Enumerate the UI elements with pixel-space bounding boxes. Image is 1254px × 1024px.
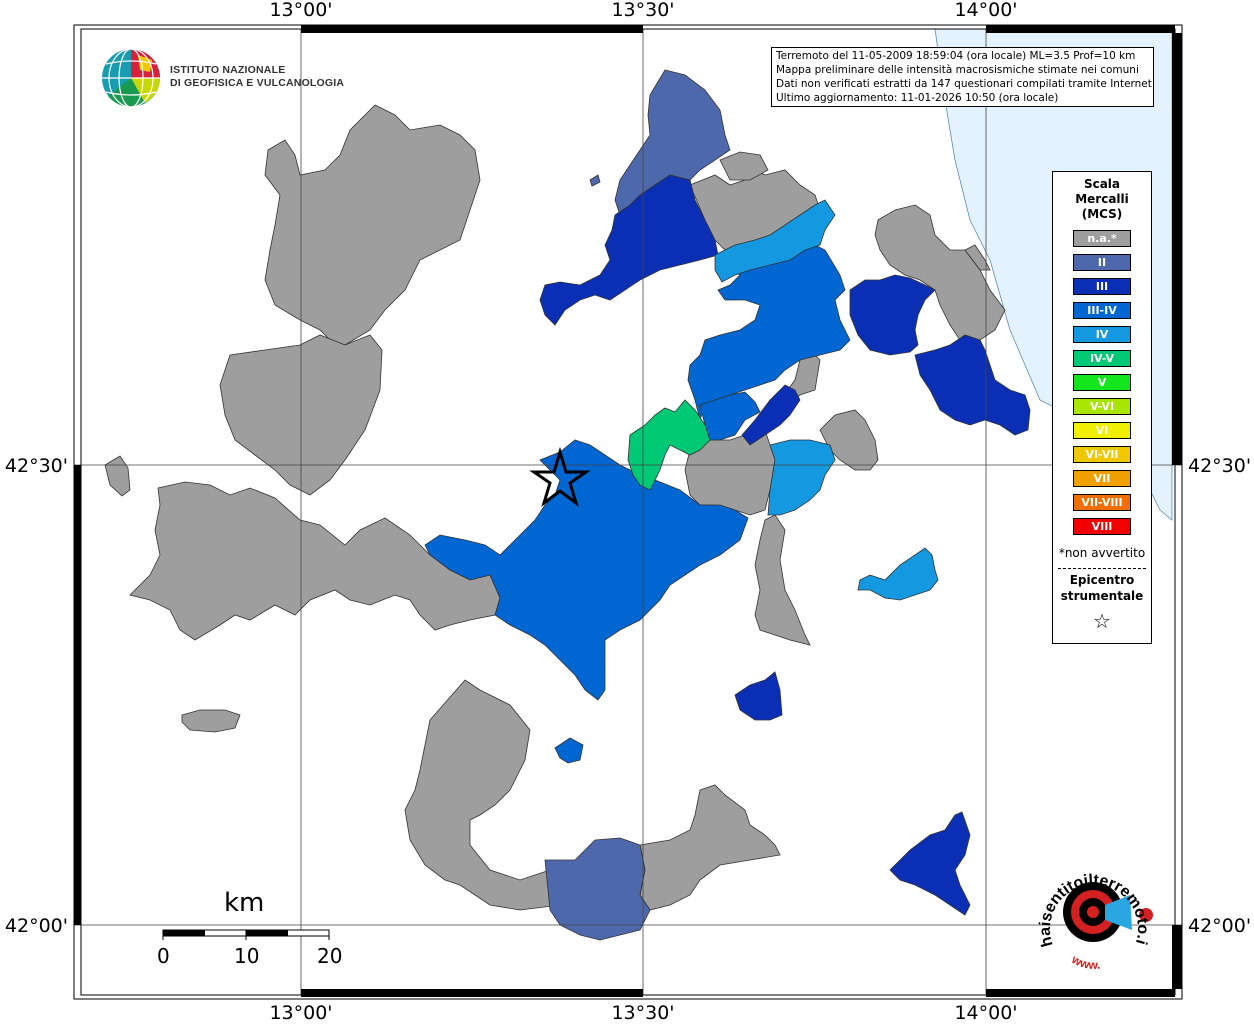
municipalities-III-IV [424,224,851,764]
legend-star-icon: ☆ [1093,609,1111,633]
legend-title-line1: Scala [1083,177,1121,191]
haisentito-prefix: www. [1069,952,1101,972]
lon-label-top-3: 14°00' [954,0,1017,21]
ingv-name: ISTITUTO NAZIONALE DI GEOFISICA E VULCAN… [170,64,344,90]
haisentito-target-icon [1063,882,1153,942]
lat-label-left-2: 42°00' [5,915,68,937]
legend-item: n.a.* [1073,230,1131,247]
epicenter-star-icon [529,446,591,507]
legend-title-line2: Mercalli [1075,192,1129,206]
svg-text:haisentitoilterremoto.it: haisentitoilterremoto.it [1032,860,1151,949]
legend-epicenter-line2: strumentale [1060,589,1144,603]
ingv-globe-icon [102,48,160,108]
legend-item: IV [1073,326,1131,343]
legend-item: VI-VII [1073,446,1131,463]
lat-label-right-1: 42°30' [1188,455,1251,477]
lon-label-bottom-1: 13°00' [269,1002,332,1024]
scale-tick-10: 10 [234,944,260,968]
event-info-line1: Terremoto del 11-05-2009 18:59:04 (ora l… [776,50,1136,62]
municipalities-IV [714,199,939,601]
scale-unit: km [224,888,265,918]
legend-item: VIII [1073,518,1131,535]
legend-item: III [1073,278,1131,295]
event-info-box: Terremoto del 11-05-2009 18:59:04 (ora l… [771,47,1154,107]
municipalities-II [544,69,731,941]
svg-text:www.: www. [1069,952,1101,972]
legend-epicenter-line1: Epicentro [1069,573,1135,587]
lon-label-bottom-2: 13°30' [611,1002,674,1024]
scale-tick-20: 20 [317,944,343,968]
event-info-line3: Dati non verificati estratti da 147 ques… [776,78,1154,90]
legend-separator [1058,568,1146,569]
municipalities-III [539,174,1031,916]
ingv-name-line2: DI GEOFISICA E VULCANOLOGIA [170,77,345,89]
legend-item: VI [1073,422,1131,439]
scale-tick-0: 0 [157,944,170,968]
event-info-line2: Mappa preliminare delle intensità macros… [776,64,1139,76]
intensity-legend: Scala Mercalli (MCS) n.a.* II III III-IV IV I… [1052,171,1152,644]
legend-item: V [1073,374,1131,391]
legend-item: IV-V [1073,350,1131,367]
legend-epicenter-label: Epicentro strumentale [1053,572,1151,604]
legend-item: V-VI [1073,398,1131,415]
legend-note: *non avvertito [1058,546,1146,560]
graticule [74,29,1182,995]
map-frame [73,24,1183,1000]
haisentito-text: haisentitoilterremoto.it [1032,860,1151,949]
legend-item: VII-VIII [1073,494,1131,511]
scale-bar [162,929,330,940]
lon-label-top-2: 13°30' [611,0,674,21]
legend-title: Scala Mercalli (MCS) [1053,177,1151,222]
lon-label-bottom-3: 14°00' [954,1002,1017,1024]
event-info-line4: Ultimo aggiornamento: 11-01-2026 10:50 (… [776,92,1059,104]
legend-item: III-IV [1073,302,1131,319]
lat-label-right-2: 42°00' [1188,915,1251,937]
lon-label-top-1: 13°00' [269,0,332,21]
legend-item: II [1073,254,1131,271]
lat-label-left-1: 42°30' [5,455,68,477]
ingv-name-line1: ISTITUTO NAZIONALE [170,64,286,76]
legend-item: VII [1073,470,1131,487]
haisentito-logo: haisentitoilterremoto.it www. [1032,860,1151,972]
legend-title-line3: (MCS) [1081,207,1123,221]
